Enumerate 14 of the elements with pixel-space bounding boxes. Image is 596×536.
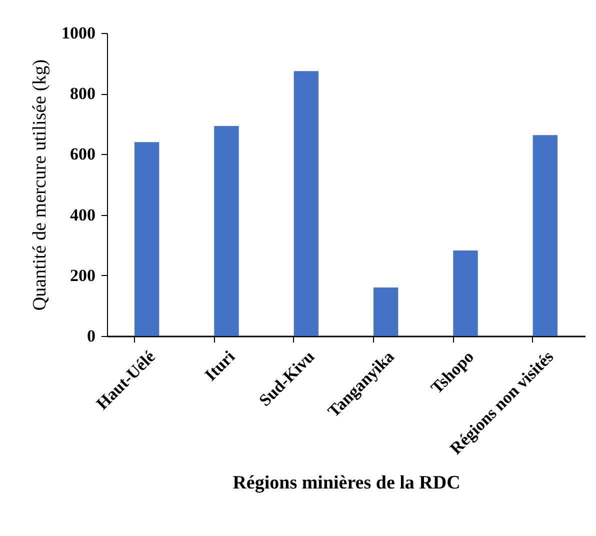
bar bbox=[532, 135, 558, 336]
bar bbox=[214, 126, 239, 336]
x-axis-title: Régions minières de la RDC bbox=[232, 472, 460, 494]
y-tick-label: 600 bbox=[70, 144, 96, 164]
bar bbox=[134, 142, 160, 336]
y-tick-label: 200 bbox=[70, 266, 96, 285]
y-tick-label: 400 bbox=[70, 205, 96, 224]
y-tick-label: 1000 bbox=[62, 24, 96, 42]
y-axis-title: Quantité de mercure utilisée (kg) bbox=[30, 59, 50, 311]
bar bbox=[373, 288, 398, 336]
bar bbox=[453, 250, 478, 336]
y-tick-label: 800 bbox=[70, 84, 96, 104]
y-tick-label: 0 bbox=[87, 326, 96, 346]
bar bbox=[294, 71, 319, 336]
